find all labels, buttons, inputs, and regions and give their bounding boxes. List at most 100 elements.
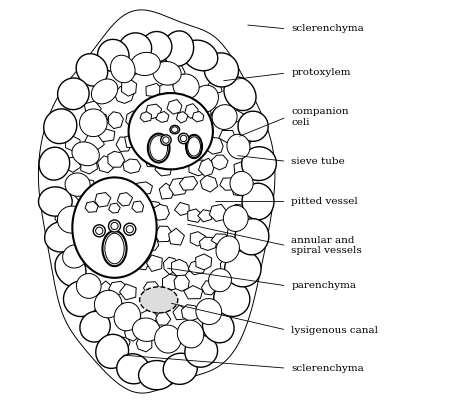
Polygon shape <box>118 193 133 206</box>
Polygon shape <box>144 282 160 294</box>
Polygon shape <box>199 158 215 177</box>
Polygon shape <box>143 236 159 251</box>
Polygon shape <box>110 231 128 244</box>
Polygon shape <box>119 284 136 300</box>
Polygon shape <box>93 306 107 320</box>
Polygon shape <box>163 274 179 291</box>
Polygon shape <box>196 106 211 119</box>
Polygon shape <box>211 234 228 246</box>
Polygon shape <box>190 232 206 246</box>
Ellipse shape <box>192 85 219 112</box>
Ellipse shape <box>45 222 78 252</box>
Circle shape <box>109 220 120 232</box>
Polygon shape <box>172 259 190 276</box>
Polygon shape <box>159 183 175 199</box>
Polygon shape <box>146 83 164 97</box>
Ellipse shape <box>182 40 218 71</box>
Polygon shape <box>77 251 93 266</box>
Polygon shape <box>184 285 203 299</box>
Polygon shape <box>88 308 103 321</box>
Polygon shape <box>109 112 123 129</box>
Text: sieve tube: sieve tube <box>291 157 345 166</box>
Polygon shape <box>114 87 134 104</box>
Polygon shape <box>198 210 212 222</box>
Polygon shape <box>156 312 171 325</box>
Polygon shape <box>160 81 177 98</box>
Polygon shape <box>205 81 222 95</box>
Polygon shape <box>211 155 228 170</box>
Ellipse shape <box>216 236 239 262</box>
Polygon shape <box>134 182 153 195</box>
Polygon shape <box>98 156 114 173</box>
Polygon shape <box>174 202 189 216</box>
Polygon shape <box>141 308 158 325</box>
Polygon shape <box>188 260 206 275</box>
Ellipse shape <box>63 245 87 268</box>
Polygon shape <box>85 133 104 149</box>
Ellipse shape <box>96 334 128 368</box>
Polygon shape <box>95 193 111 207</box>
Polygon shape <box>191 330 210 344</box>
Ellipse shape <box>76 54 108 86</box>
Polygon shape <box>132 201 144 212</box>
Ellipse shape <box>224 77 256 110</box>
Text: parenchyma: parenchyma <box>291 281 356 290</box>
Polygon shape <box>147 113 164 129</box>
Text: sclerenchyma: sclerenchyma <box>291 24 364 33</box>
Polygon shape <box>102 229 117 245</box>
Ellipse shape <box>141 31 172 62</box>
Polygon shape <box>219 131 236 143</box>
Polygon shape <box>153 204 169 220</box>
Polygon shape <box>144 150 158 167</box>
Polygon shape <box>185 103 200 117</box>
Ellipse shape <box>102 231 127 266</box>
Polygon shape <box>91 114 109 127</box>
Circle shape <box>124 223 136 235</box>
Polygon shape <box>38 10 275 393</box>
Ellipse shape <box>155 325 181 353</box>
Polygon shape <box>117 182 131 197</box>
Polygon shape <box>174 275 189 291</box>
Polygon shape <box>64 229 80 245</box>
Polygon shape <box>140 112 152 122</box>
Polygon shape <box>182 305 200 321</box>
Ellipse shape <box>204 53 238 87</box>
Ellipse shape <box>94 290 122 318</box>
Ellipse shape <box>140 287 178 313</box>
Ellipse shape <box>64 280 100 316</box>
Ellipse shape <box>117 354 149 384</box>
Polygon shape <box>176 132 195 144</box>
Polygon shape <box>136 57 152 71</box>
Text: annular and
spiral vessels: annular and spiral vessels <box>291 236 362 256</box>
Polygon shape <box>87 285 103 300</box>
Ellipse shape <box>153 62 181 85</box>
Polygon shape <box>188 209 203 222</box>
Polygon shape <box>70 207 85 224</box>
Polygon shape <box>169 178 188 195</box>
Polygon shape <box>116 137 132 152</box>
Polygon shape <box>167 100 182 114</box>
Polygon shape <box>234 162 249 177</box>
Ellipse shape <box>55 251 86 287</box>
Ellipse shape <box>38 187 72 216</box>
Polygon shape <box>108 152 125 167</box>
Ellipse shape <box>80 109 107 137</box>
Text: companion
celi: companion celi <box>291 108 349 127</box>
Ellipse shape <box>58 78 89 110</box>
Ellipse shape <box>57 206 86 233</box>
Polygon shape <box>204 300 220 316</box>
Ellipse shape <box>114 302 140 331</box>
Polygon shape <box>175 108 193 121</box>
Polygon shape <box>98 129 115 142</box>
Polygon shape <box>157 110 173 123</box>
Polygon shape <box>231 179 247 196</box>
Polygon shape <box>125 58 141 76</box>
Polygon shape <box>211 108 226 124</box>
Polygon shape <box>200 237 217 250</box>
Polygon shape <box>123 159 141 173</box>
Ellipse shape <box>148 134 170 162</box>
Polygon shape <box>169 65 185 78</box>
Circle shape <box>178 133 189 143</box>
Polygon shape <box>207 137 223 154</box>
Polygon shape <box>189 160 208 176</box>
